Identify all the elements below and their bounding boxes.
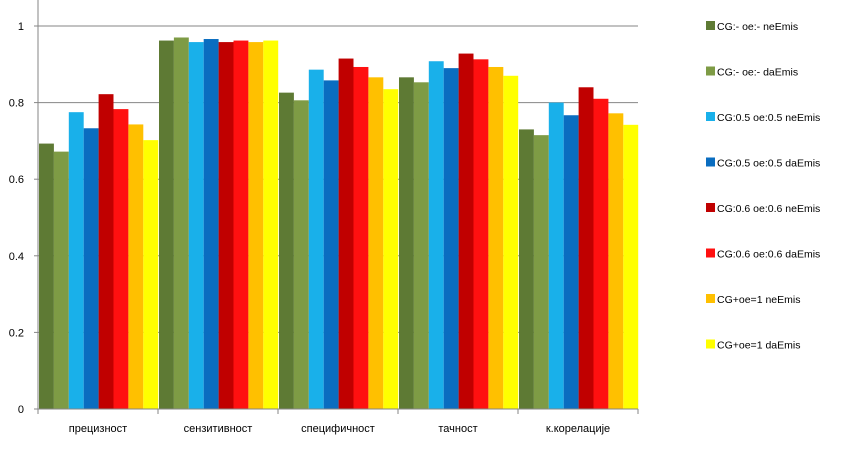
legend-label: CG+oe=1 neEmis xyxy=(717,294,800,306)
legend-label: CG:- oe:- neEmis xyxy=(717,21,798,33)
bar xyxy=(593,98,609,410)
bar xyxy=(399,77,414,410)
bar xyxy=(368,77,384,410)
bar xyxy=(623,124,639,410)
bar xyxy=(279,92,294,409)
x-tick-label: прецизност xyxy=(69,423,127,435)
y-tick-label: 0.4 xyxy=(9,251,24,263)
x-tick-label: тачност xyxy=(438,423,477,435)
bar xyxy=(218,42,234,409)
y-tick-label: 1 xyxy=(18,21,24,33)
bar xyxy=(128,124,144,409)
legend-swatch xyxy=(706,112,715,121)
bar xyxy=(293,100,309,409)
y-tick-label: 0.8 xyxy=(9,98,24,110)
legend-swatch xyxy=(706,21,715,30)
x-tick-label: специфичност xyxy=(301,423,375,435)
bar xyxy=(308,69,324,410)
axes: 0 0.2 0.4 0.6 0.8 1 прецизност сензитивност спец… xyxy=(9,0,639,435)
bar xyxy=(383,89,399,409)
bars xyxy=(39,37,639,410)
bar xyxy=(353,66,369,409)
bar xyxy=(113,109,129,410)
legend-swatch xyxy=(706,157,715,167)
bar xyxy=(263,40,279,409)
bar xyxy=(188,42,204,409)
bar xyxy=(53,151,69,409)
bar xyxy=(248,42,264,409)
bar xyxy=(233,40,249,409)
bar xyxy=(143,140,159,409)
bar xyxy=(608,113,624,409)
bar xyxy=(519,129,534,409)
legend-label: CG+oe=1 daEmis xyxy=(717,340,800,352)
x-tick-label: к.корелације xyxy=(546,423,610,435)
bar xyxy=(443,68,459,409)
bar xyxy=(98,94,114,409)
y-tick-label: 0 xyxy=(18,404,24,416)
y-tick-label: 0.6 xyxy=(9,174,24,186)
bar xyxy=(83,128,99,410)
bar xyxy=(39,143,54,409)
bar xyxy=(488,66,504,409)
legend-swatch xyxy=(706,339,715,349)
legend-label: CG:- oe:- daEmis xyxy=(717,67,798,79)
legend-label: CG:0.5 oe:0.5 daEmis xyxy=(717,158,820,170)
bar xyxy=(413,82,429,410)
bar xyxy=(173,37,189,410)
bar xyxy=(533,135,549,409)
bar xyxy=(458,53,474,410)
legend-swatch xyxy=(706,294,715,303)
bar xyxy=(338,58,354,410)
legend-swatch xyxy=(706,203,715,212)
legend-swatch xyxy=(706,66,715,76)
legend-label: CG:0.6 oe:0.6 neEmis xyxy=(717,203,820,215)
bar xyxy=(548,102,564,409)
legend-swatch xyxy=(706,248,715,258)
bar xyxy=(563,115,579,409)
bar xyxy=(159,40,174,409)
bar xyxy=(203,39,219,409)
legend: CG:- oe:- neEmis CG:- oe:- daEmis CG:0.5 o… xyxy=(706,21,820,352)
legend-label: CG:0.5 oe:0.5 neEmis xyxy=(717,112,820,124)
bar xyxy=(578,87,594,409)
bar xyxy=(323,80,339,410)
legend-label: CG:0.6 oe:0.6 daEmis xyxy=(717,249,820,261)
bar xyxy=(68,112,84,410)
bar xyxy=(473,59,489,410)
bar xyxy=(428,61,444,410)
x-tick-label: сензитивност xyxy=(184,423,253,435)
bar xyxy=(503,75,519,409)
y-tick-label: 0.2 xyxy=(9,327,24,339)
